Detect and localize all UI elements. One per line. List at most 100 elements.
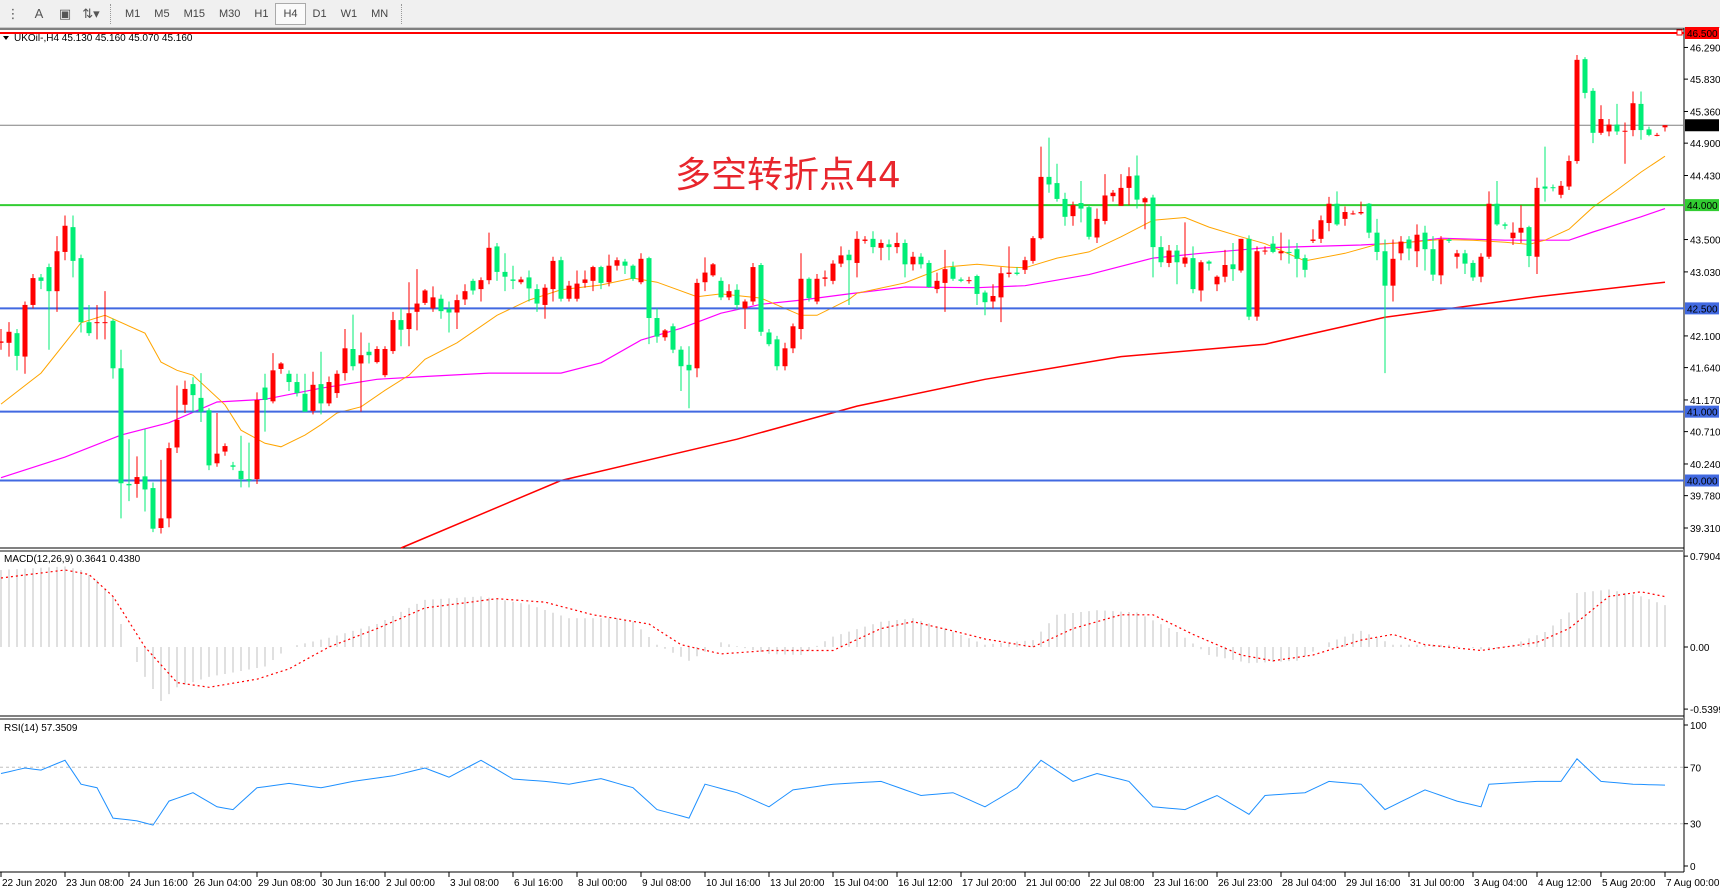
candle: [830, 260, 836, 285]
candle: [414, 269, 420, 331]
time-tick-label: 21 Jul 00:00: [1026, 878, 1081, 889]
ma-fast-line: [0, 155, 1666, 448]
hline-price-label: 42.500: [1687, 304, 1718, 315]
candle-body: [1214, 276, 1220, 285]
candle-body: [230, 465, 236, 467]
rsi-tick-label: 0: [1690, 862, 1696, 873]
text-a-icon[interactable]: A: [34, 6, 44, 21]
time-tick-label: 3 Jul 08:00: [450, 878, 499, 889]
candle: [926, 260, 932, 288]
candle: [1590, 88, 1596, 144]
candle: [750, 262, 756, 305]
timeframe-d1[interactable]: D1: [312, 7, 327, 20]
candle: [870, 231, 876, 254]
candle: [862, 236, 868, 244]
macd-signal-line: [0, 569, 1666, 688]
candle: [806, 277, 812, 302]
timeframe-w1[interactable]: W1: [340, 7, 358, 20]
candle: [190, 377, 196, 412]
rsi-label: RSI(14) 57.3509: [4, 723, 78, 734]
timeframe-m30[interactable]: M30: [218, 7, 241, 20]
candle-body: [486, 247, 492, 281]
candle-body: [838, 255, 844, 264]
candle: [966, 276, 972, 284]
timeframe-mn[interactable]: MN: [371, 7, 389, 20]
candle: [350, 314, 356, 371]
candle: [1262, 246, 1268, 255]
candle: [1022, 256, 1028, 274]
candle-body: [510, 279, 516, 281]
macd-label: MACD(12,26,9) 0.3641 0.4380: [4, 554, 141, 565]
candle: [294, 373, 300, 397]
timeframe-m5[interactable]: M5: [154, 7, 170, 20]
candle: [1574, 55, 1580, 164]
candle-body: [446, 309, 452, 313]
candle-body: [1014, 272, 1020, 274]
candle: [46, 263, 52, 350]
candle-body: [1350, 213, 1356, 215]
time-tick-label: 2 Jul 00:00: [386, 878, 435, 889]
timeframe-h1[interactable]: H1: [254, 7, 269, 20]
candle-body: [1086, 207, 1092, 237]
arrows-icon[interactable]: ⇅▾: [82, 5, 100, 21]
candle-body: [1622, 130, 1628, 132]
timeframe-m15[interactable]: M15: [183, 7, 205, 20]
candle: [302, 373, 308, 412]
candle-body: [670, 326, 676, 350]
candle-body: [414, 303, 420, 312]
candle-body: [566, 285, 572, 299]
candle: [1662, 125, 1668, 132]
candle-body: [694, 282, 700, 369]
candle-body: [342, 348, 348, 374]
candle-body: [174, 419, 180, 448]
toolbar: ⋮ A ▣ ⇅▾ M1 M5 M15 M30 H1 H4 D1 W1 MN: [0, 0, 1720, 28]
candle-body: [814, 278, 820, 302]
candle-body: [1606, 124, 1612, 132]
candle: [1422, 225, 1428, 271]
candle: [1598, 105, 1604, 135]
candle-body: [990, 295, 996, 302]
candle: [86, 304, 92, 336]
candle-body: [1206, 261, 1212, 264]
candle: [1478, 253, 1484, 283]
candle-body: [710, 264, 716, 276]
candle: [366, 342, 372, 364]
candle: [790, 323, 796, 354]
candle: [1006, 246, 1012, 278]
candle-body: [1534, 187, 1540, 257]
candle: [174, 385, 180, 453]
timeframe-h4[interactable]: H4: [275, 2, 306, 25]
candle: [1390, 239, 1396, 302]
candle-body: [1062, 198, 1068, 217]
candle-body: [742, 301, 748, 309]
chart-options-icon[interactable]: ⋮: [6, 5, 20, 21]
candle-body: [54, 251, 60, 292]
candle: [1414, 224, 1420, 268]
candle: [278, 362, 284, 374]
candle-body: [206, 410, 212, 466]
candle-body: [278, 363, 284, 369]
candle-body: [1166, 250, 1172, 263]
candle: [398, 308, 404, 347]
candle-body: [270, 370, 276, 402]
price-tick-label: 41.170: [1690, 396, 1720, 407]
candle-body: [1134, 175, 1140, 200]
candle-body: [1118, 187, 1124, 206]
candle-body: [766, 332, 772, 345]
hline-price-tag: [1685, 27, 1719, 39]
candle-body: [1526, 227, 1532, 257]
text-label-icon[interactable]: ▣: [58, 5, 72, 21]
candle: [22, 301, 28, 374]
price-tick-label: 46.290: [1690, 43, 1720, 54]
candle: [1134, 155, 1140, 209]
candle-body: [1054, 183, 1060, 199]
timeframe-m1[interactable]: M1: [125, 7, 141, 20]
time-tick-label: 10 Jul 16:00: [706, 878, 761, 889]
candle: [406, 282, 412, 347]
candle-body: [1654, 134, 1660, 136]
candle: [678, 346, 684, 391]
time-tick-label: 16 Jul 12:00: [898, 878, 953, 889]
candle-body: [126, 483, 132, 486]
candle: [902, 239, 908, 278]
